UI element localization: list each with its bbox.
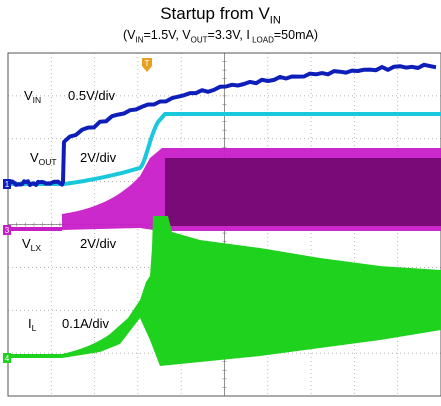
il-label-name: I bbox=[28, 316, 32, 331]
vlx-scale-label: 2V/div bbox=[80, 236, 117, 251]
ch1-marker-label: 1 bbox=[5, 180, 10, 189]
subtitle-vout-sub: OUT bbox=[190, 35, 208, 45]
subtitle-open: (V bbox=[123, 28, 136, 42]
il-label: IL bbox=[28, 316, 37, 333]
trigger-marker-label: T bbox=[145, 59, 150, 68]
chart-title-sub: IN bbox=[269, 14, 281, 27]
chart-title-text: Startup from V bbox=[160, 4, 270, 23]
vout-label: VOUT bbox=[30, 150, 57, 167]
il-trace bbox=[8, 216, 441, 366]
subtitle-vin-sub: IN bbox=[135, 35, 144, 45]
vout-trace bbox=[8, 112, 441, 186]
vout-label-sub: OUT bbox=[39, 157, 57, 167]
subtitle-vout-value: =3.3V, I bbox=[207, 28, 250, 42]
il-label-sub: L bbox=[32, 323, 37, 333]
ch3-marker: 3 bbox=[3, 225, 11, 235]
chart-title: Startup from VIN bbox=[0, 4, 441, 30]
vlx-trace-dense-region bbox=[165, 158, 441, 226]
vlx-label-name: V bbox=[22, 236, 31, 251]
il-scale-label: 0.1A/div bbox=[62, 316, 109, 331]
vout-scale-label: 2V/div bbox=[80, 150, 117, 165]
trigger-marker: T bbox=[142, 58, 152, 72]
vin-label-sub: IN bbox=[33, 95, 42, 105]
vin-trace bbox=[8, 62, 437, 187]
vin-label-name: V bbox=[24, 88, 33, 103]
vlx-label: VLX bbox=[22, 236, 41, 253]
subtitle-vin-value: =1.5V, V bbox=[143, 28, 191, 42]
ch3-marker-label: 3 bbox=[5, 226, 10, 235]
vlx-label-sub: LX bbox=[31, 243, 42, 253]
subtitle-iload-sub: LOAD bbox=[249, 35, 274, 45]
ch4-marker: 4 bbox=[3, 353, 11, 363]
ch4-marker-label: 4 bbox=[5, 354, 10, 363]
plot-frame bbox=[7, 52, 441, 397]
ch1-marker: 1 bbox=[3, 179, 11, 189]
chart-subtitle: (VIN=1.5V, VOUT=3.3V, I LOAD=50mA) bbox=[0, 27, 441, 49]
vout-label-name: V bbox=[30, 150, 39, 165]
subtitle-iload-value: =50mA) bbox=[273, 28, 318, 42]
vin-scale-label: 0.5V/div bbox=[68, 88, 115, 103]
vin-label: VIN bbox=[24, 88, 41, 105]
